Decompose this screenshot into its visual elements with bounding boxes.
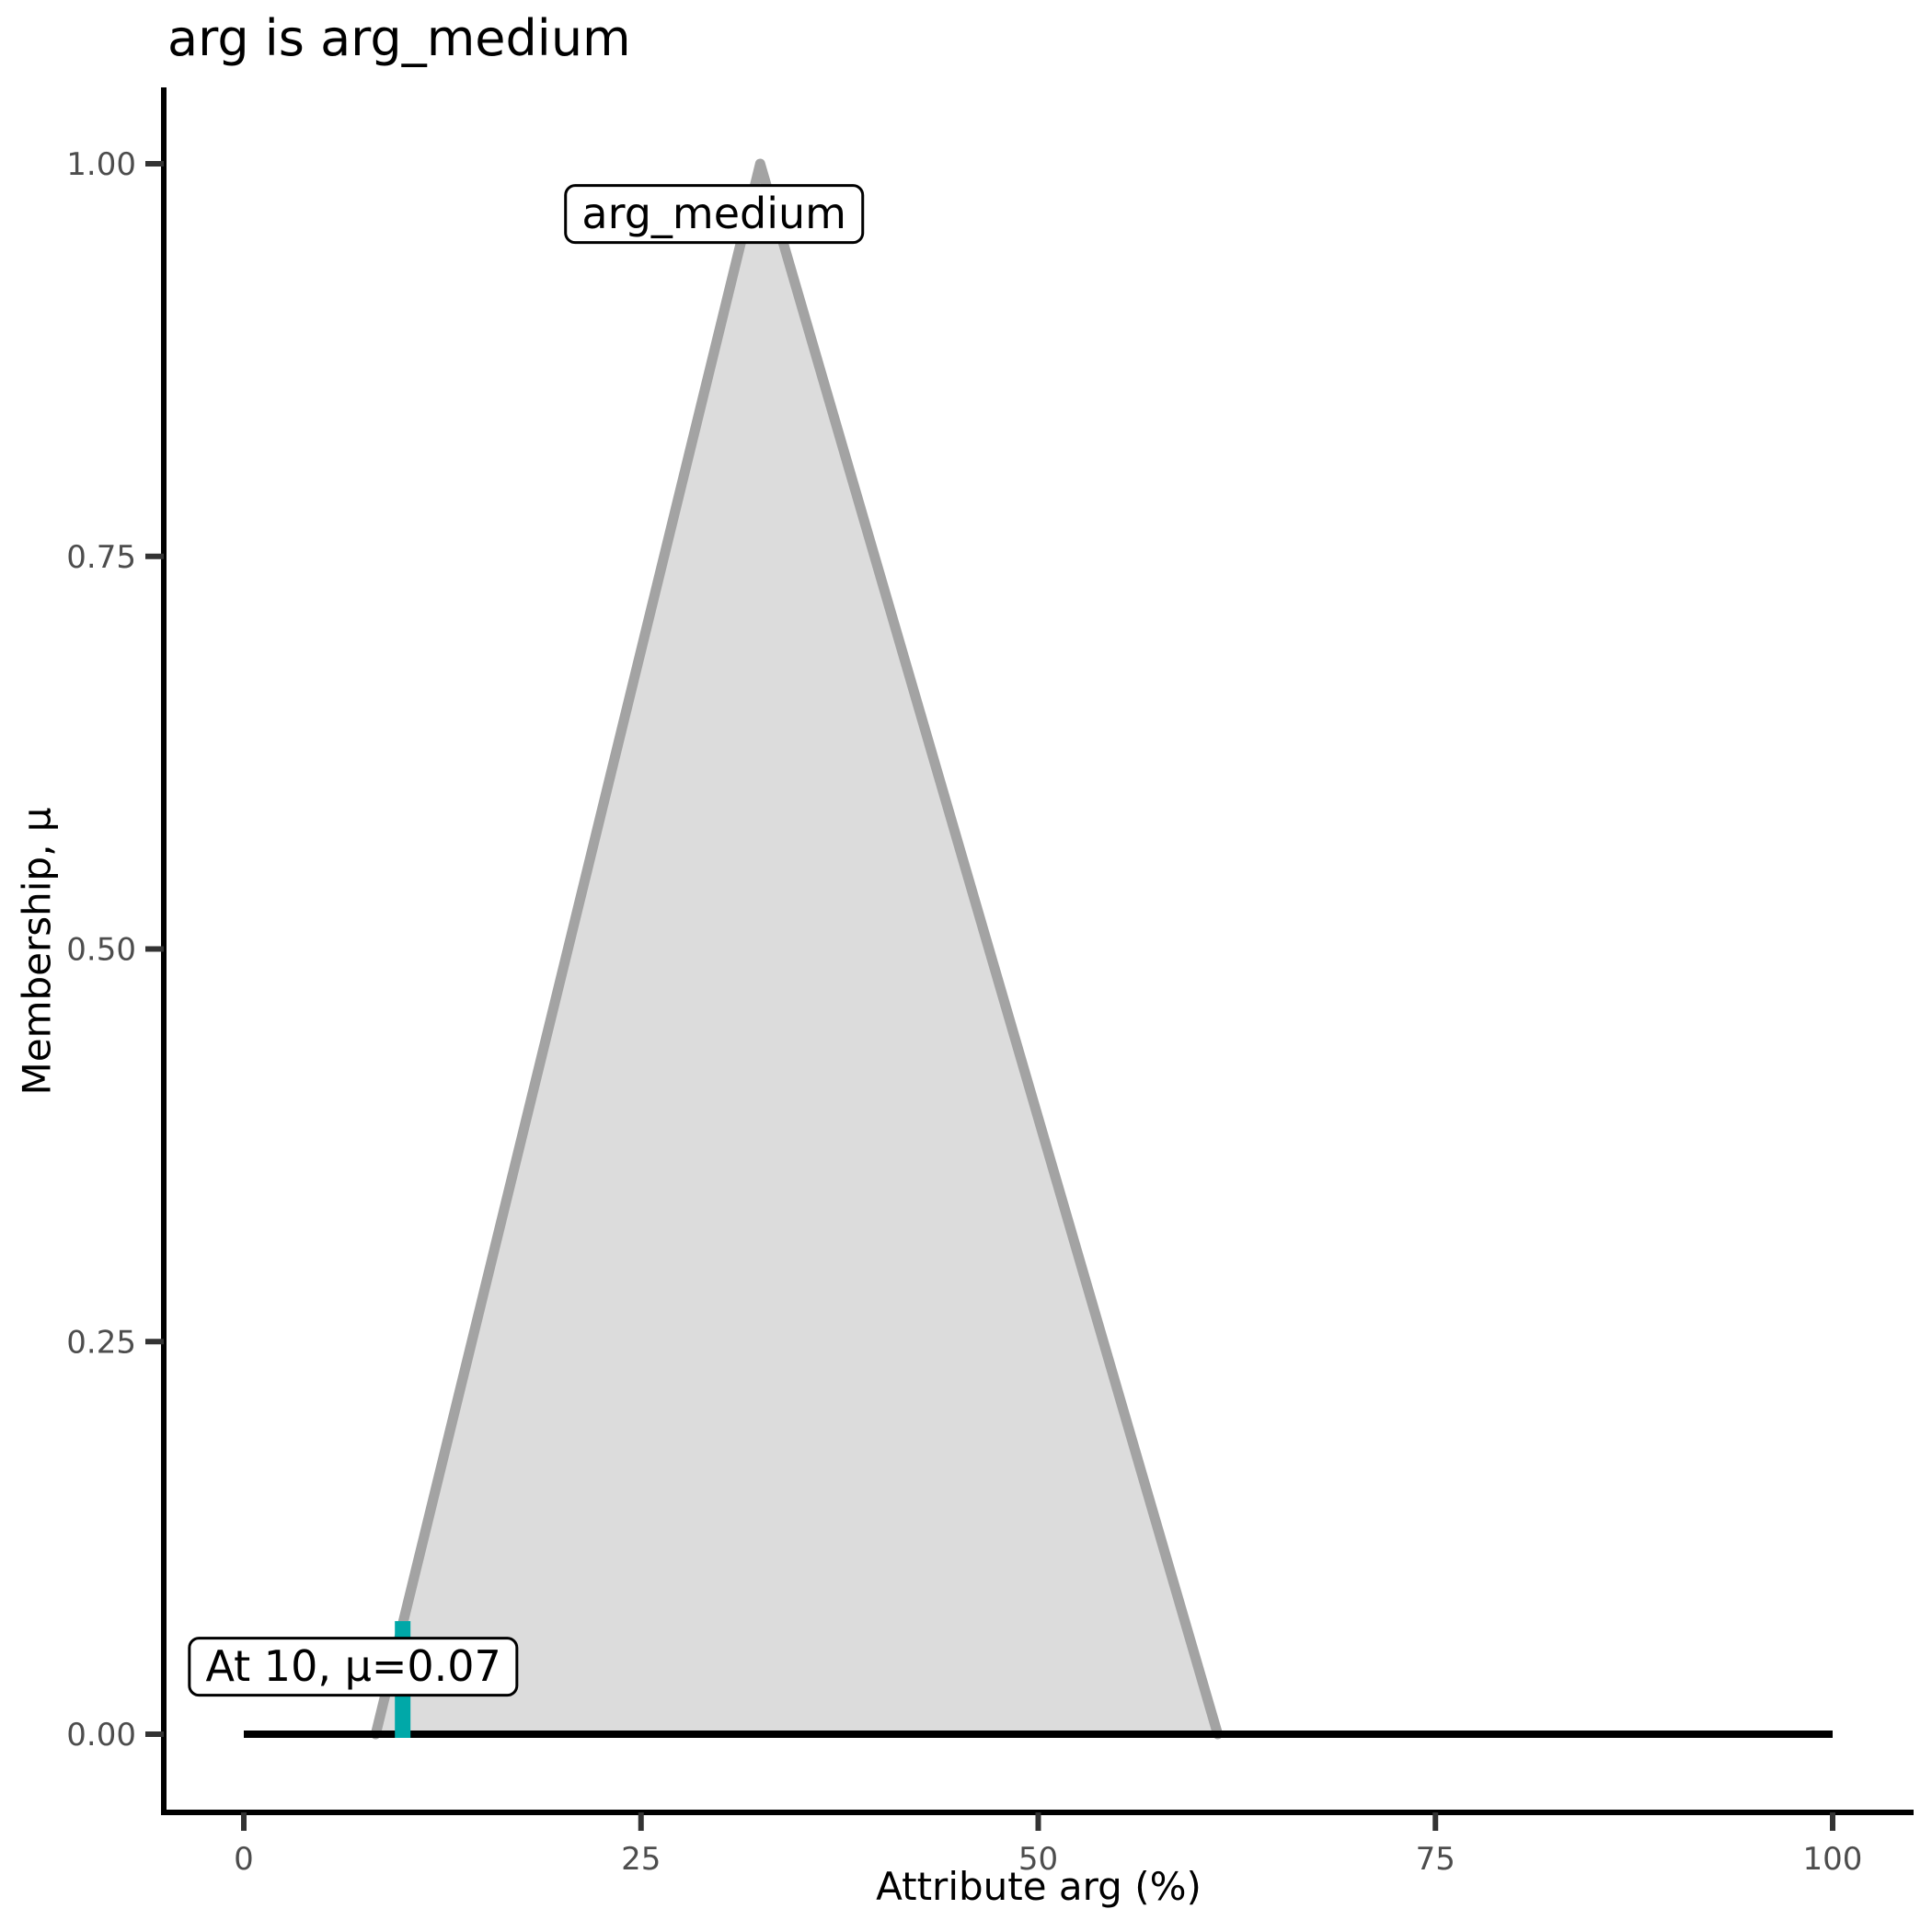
y-tick-label: 0.00 [66,1717,136,1754]
membership-set-label: arg_medium [564,183,864,245]
x-tick-label: 50 [1018,1841,1058,1878]
x-tick-label: 25 [621,1841,661,1878]
x-axis-title: Attribute arg (%) [876,1864,1202,1909]
membership-area-fill [375,164,1218,1734]
chart-title: arg is arg_medium [167,9,631,67]
y-tick-label: 0.25 [66,1324,136,1361]
highlight-value-label: At 10, μ=0.07 [188,1636,519,1697]
membership-curve [370,158,1224,1740]
y-tick-label: 0.50 [66,932,136,969]
y-axis-title: Membership, μ [14,807,60,1096]
y-tick-label: 1.00 [66,146,136,183]
x-tick-label: 75 [1416,1841,1455,1878]
x-tick-label: 0 [234,1841,254,1878]
y-tick-label: 0.75 [66,539,136,576]
x-tick-label: 100 [1803,1841,1863,1878]
